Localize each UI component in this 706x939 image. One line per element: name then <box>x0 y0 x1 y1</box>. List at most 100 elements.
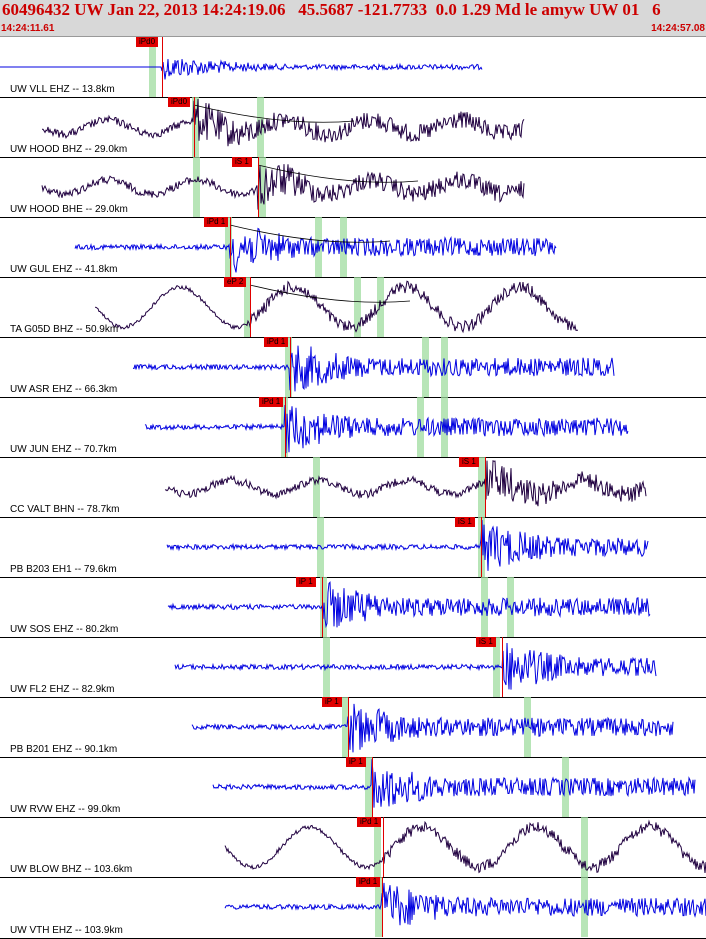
trace-panel[interactable]: iPd0 UW VLL EHZ -- 13.8km <box>0 37 706 98</box>
phase-pick-line[interactable] <box>285 397 286 457</box>
phase-window-marker <box>354 277 361 337</box>
phase-pick-line[interactable] <box>258 157 259 217</box>
station-label: UW FL2 EHZ -- 82.9km <box>10 684 115 695</box>
phase-pick-flag[interactable]: iS 1 <box>455 517 475 527</box>
travel-time-curve <box>249 284 411 303</box>
waveform <box>132 345 615 392</box>
phase-pick-flag[interactable]: iPd0 <box>168 97 191 107</box>
waveform <box>224 819 706 874</box>
phase-pick-line[interactable] <box>250 277 251 337</box>
phase-pick-flag[interactable]: iS 1 <box>232 157 252 167</box>
trace-panel[interactable]: iP 1 UW RVW EHZ -- 99.0km <box>0 757 706 818</box>
phase-window-marker <box>478 457 485 517</box>
travel-time-curve <box>193 104 355 123</box>
phase-window-marker <box>192 97 199 157</box>
time-end-label: 14:24:57.08 <box>651 23 705 34</box>
phase-window-marker <box>193 157 200 217</box>
phase-pick-flag[interactable]: iPd 1 <box>357 817 382 827</box>
phase-pick-line[interactable] <box>383 817 384 877</box>
phase-window-marker <box>257 97 264 157</box>
phase-pick-flag[interactable]: iPd 1 <box>264 337 289 347</box>
trace-panel[interactable]: iP 1 UW SOS EHZ -- 80.2km <box>0 577 706 638</box>
trace-panel[interactable]: iPd 1 UW BLOW BHZ -- 103.6km <box>0 817 706 878</box>
station-label: CC VALT BHN -- 78.7km <box>10 504 120 515</box>
phase-window-marker <box>340 217 347 277</box>
phase-window-marker <box>244 277 251 337</box>
trace-panel[interactable]: iPd 1 UW JUN EHZ -- 70.7km <box>0 397 706 458</box>
waveform <box>164 460 647 507</box>
trace-panel[interactable]: iPd 1 UW ASR EHZ -- 66.3km <box>0 337 706 398</box>
station-label: PB B203 EH1 -- 79.6km <box>10 564 117 575</box>
phase-window-marker <box>524 697 531 757</box>
waveform <box>41 164 525 210</box>
waveform <box>224 882 706 926</box>
trace-panel[interactable]: iS 1 PB B203 EH1 -- 79.6km <box>0 517 706 578</box>
phase-pick-line[interactable] <box>382 877 383 937</box>
station-label: TA G05D BHZ -- 50.9km <box>10 324 119 335</box>
trace-panel[interactable]: iS 1 CC VALT BHN -- 78.7km <box>0 457 706 518</box>
phase-pick-line[interactable] <box>230 217 231 277</box>
phase-pick-line[interactable] <box>162 37 163 97</box>
event-header: 60496432 UW Jan 22, 2013 14:24:19.06 45.… <box>0 0 706 37</box>
phase-pick-flag[interactable]: iPd 1 <box>259 397 284 407</box>
phase-pick-line[interactable] <box>481 517 482 577</box>
waveform <box>212 759 696 808</box>
phase-pick-line[interactable] <box>194 97 195 157</box>
phase-pick-flag[interactable]: iPd0 <box>136 37 159 47</box>
phase-window-marker <box>285 337 292 397</box>
trace-panel[interactable]: iS 1 UW HOOD BHE -- 29.0km <box>0 157 706 218</box>
station-label: UW ASR EHZ -- 66.3km <box>10 384 118 395</box>
phase-pick-line[interactable] <box>485 457 486 517</box>
phase-pick-line[interactable] <box>322 577 323 637</box>
station-label: UW HOOD BHE -- 29.0km <box>10 204 128 215</box>
phase-pick-flag[interactable]: eP 2 <box>224 277 247 287</box>
trace-panel[interactable]: iPd0 UW HOOD BHZ -- 29.0km <box>0 97 706 158</box>
phase-pick-flag[interactable]: iP 1 <box>296 577 316 587</box>
phase-window-marker <box>342 697 349 757</box>
trace-panel[interactable]: iP 1 PB B201 EHZ -- 90.1km <box>0 697 706 758</box>
travel-time-curve <box>229 224 391 243</box>
event-title: 60496432 UW Jan 22, 2013 14:24:19.06 45.… <box>2 0 661 19</box>
phase-window-marker <box>313 457 320 517</box>
waveform <box>74 224 557 273</box>
station-label: UW SOS EHZ -- 80.2km <box>10 624 119 635</box>
travel-time-curve <box>257 164 419 183</box>
phase-window-marker <box>259 157 266 217</box>
phase-pick-flag[interactable]: iS 1 <box>459 457 479 467</box>
phase-window-marker <box>581 817 588 877</box>
phase-pick-flag[interactable]: iS 1 <box>476 637 496 647</box>
phase-pick-flag[interactable]: iP 1 <box>322 697 342 707</box>
phase-pick-line[interactable] <box>348 697 349 757</box>
station-label: UW GUL EHZ -- 41.8km <box>10 264 118 275</box>
station-label: UW BLOW BHZ -- 103.6km <box>10 864 133 875</box>
phase-pick-flag[interactable]: iP 1 <box>346 757 366 767</box>
station-label: UW VTH EHZ -- 103.9km <box>10 925 123 936</box>
phase-window-marker <box>374 817 381 877</box>
phase-pick-flag[interactable]: iPd 1 <box>356 877 381 887</box>
waveform <box>191 703 674 753</box>
phase-window-marker <box>225 217 232 277</box>
phase-pick-line[interactable] <box>372 757 373 817</box>
trace-panel[interactable]: iPd 1 UW GUL EHZ -- 41.8km <box>0 217 706 278</box>
phase-window-marker <box>481 577 488 637</box>
station-label: UW HOOD BHZ -- 29.0km <box>10 144 128 155</box>
phase-window-marker <box>377 277 384 337</box>
phase-pick-flag[interactable]: iPd 1 <box>204 217 229 227</box>
waveform <box>166 519 649 571</box>
waveform <box>174 642 657 690</box>
waveform <box>0 59 483 80</box>
phase-pick-line[interactable] <box>502 637 503 697</box>
waveform <box>42 98 525 147</box>
trace-panel[interactable]: eP 2 TA G05D BHZ -- 50.9km <box>0 277 706 338</box>
station-label: UW VLL EHZ -- 13.8km <box>10 84 115 95</box>
station-label: UW JUN EHZ -- 70.7km <box>10 444 117 455</box>
phase-pick-line[interactable] <box>290 337 291 397</box>
waveform <box>144 404 629 454</box>
trace-panel[interactable]: iPd 1 UW VTH EHZ -- 103.9km <box>0 877 706 939</box>
phase-window-marker <box>281 397 288 457</box>
trace-panel[interactable]: iS 1 UW FL2 EHZ -- 82.9km <box>0 637 706 698</box>
time-start-label: 14:24:11.61 <box>1 23 55 34</box>
station-label: PB B201 EHZ -- 90.1km <box>10 744 118 755</box>
seismogram-panels: iPd0 UW VLL EHZ -- 13.8km iPd0 UW HOOD BHZ … <box>0 37 706 939</box>
station-label: UW RVW EHZ -- 99.0km <box>10 804 121 815</box>
